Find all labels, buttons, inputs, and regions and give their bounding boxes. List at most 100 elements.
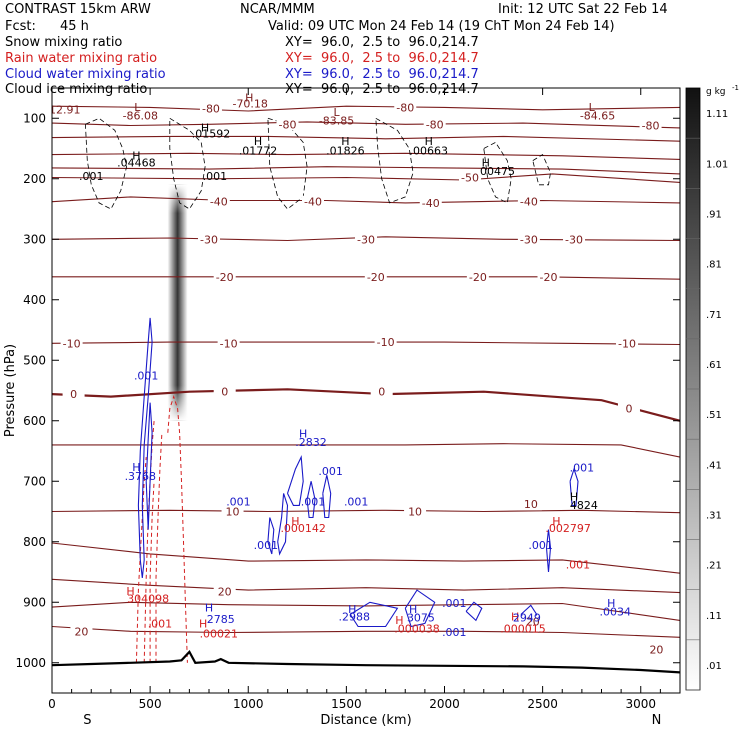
annotation-29: .001: [226, 495, 251, 508]
annotation-22: .001: [203, 170, 228, 183]
isotherm-label-bg-13: [563, 233, 586, 246]
annotation-39: .002797: [545, 522, 591, 535]
colorbar-tick-10: 1.01: [706, 159, 728, 170]
cloud-water-contour-0: [137, 317, 153, 579]
isotherm-label-7: -40: [304, 196, 322, 209]
isotherm-16: [52, 625, 680, 638]
field-name-cloud-ice: Cloud ice mixing ratio: [5, 82, 148, 97]
isotherm-label-bg-3: [423, 118, 446, 131]
isotherm-label-bg-25: [617, 402, 640, 415]
annotation-31: .001: [344, 495, 369, 508]
isotherm-label-bg-31: [521, 615, 544, 628]
colorbar-tick-9: .91: [706, 209, 722, 220]
annotation-25: .3768: [125, 470, 157, 483]
cloud-water-contour-4: [306, 481, 316, 519]
isotherm-2: [52, 135, 680, 142]
org-label: NCAR/MMM: [240, 2, 315, 17]
isotherm-11: [52, 443, 680, 458]
isotherm-label-2: -80: [396, 101, 414, 114]
annotation-1: -86.08: [123, 109, 158, 122]
annotation-32: .001: [254, 539, 279, 552]
isotherm-label-0: -80: [202, 103, 220, 116]
annotation-50: H: [348, 603, 356, 616]
field-xy-rain: XY= 96.0, 2.5 to 96.0,214.7: [285, 51, 479, 66]
isotherm-label-27: 10: [408, 506, 422, 519]
annotation-8: 12.91: [49, 103, 81, 116]
colorbar-tick-1: .11: [706, 611, 722, 622]
isotherm-label-bg-14: [213, 270, 236, 283]
annotation-49: .001: [442, 597, 467, 610]
isotherm-label-bg-18: [60, 337, 83, 350]
annotation-51: .2988: [338, 610, 370, 623]
annotation-19: H: [482, 157, 490, 170]
isotherm-label-17: -20: [540, 271, 558, 284]
y-tick-label-4: 500: [23, 353, 46, 367]
north-label: N: [652, 713, 662, 728]
south-label: S: [83, 713, 91, 728]
isotherm-label-bg-5: [459, 171, 482, 184]
isotherm-label-20: -10: [377, 336, 395, 349]
isotherm-label-bg-30: [70, 625, 93, 638]
colorbar-tick-6: .61: [706, 360, 722, 371]
isotherm-label-15: -20: [367, 271, 385, 284]
cloud-water-contour-8: [404, 589, 436, 628]
isotherm-label-8: -40: [422, 197, 440, 210]
isotherm-label-28: 10: [524, 498, 538, 511]
isotherm-label-bg-17: [537, 270, 560, 283]
isotherm-label-bg-6: [207, 195, 230, 208]
colorbar-tick-11: 1.11: [706, 109, 728, 120]
annotation-24: H: [132, 461, 140, 474]
annotation-60: H: [607, 597, 615, 610]
cloud-water-contour-6: [267, 517, 275, 555]
annotation-18: .00663: [410, 145, 449, 158]
isotherm-label-23: 0: [221, 386, 228, 399]
annotation-15: H: [341, 135, 349, 148]
cloud-water-contour-12: [545, 529, 552, 573]
model-title: CONTRAST 15km ARW: [5, 2, 151, 17]
isotherm-label-bg-2: [394, 101, 417, 114]
isotherm-4: [52, 166, 680, 175]
isotherm-15: [52, 601, 680, 621]
annotation-11: H: [132, 149, 140, 162]
colorbar-tick-3: .31: [706, 510, 722, 521]
isotherm-label-6: -40: [210, 196, 228, 209]
annotation-16: .01826: [326, 145, 365, 158]
y-tick-label-5: 600: [23, 414, 46, 428]
terrain-line: [52, 650, 680, 674]
annotation-17: H: [425, 135, 433, 148]
colorbar-tick-7: .71: [706, 310, 722, 321]
annotation-47: H: [199, 618, 207, 631]
x-tick-label-4: 2000: [429, 697, 460, 711]
field-xy-cloud-ice: XY= 96.0, 2.5 to 96.0,214.7: [285, 82, 479, 97]
isotherm-13: [52, 542, 680, 574]
isotherm-6: [52, 196, 680, 204]
isotherm-label-25: 0: [625, 403, 632, 416]
isotherm-label-29: 20: [218, 585, 232, 598]
annotation-10: .01592: [192, 128, 231, 141]
annotation-36: H: [570, 491, 578, 504]
cloud-water-contour-2: [277, 493, 289, 556]
isotherm-9: [52, 341, 680, 346]
cloud-water-contour-9: [465, 601, 483, 622]
annotation-33: H: [291, 515, 299, 528]
annotation-44: .001: [148, 618, 173, 631]
annotation-43: 304098: [127, 592, 169, 605]
annotation-26: H: [299, 428, 307, 441]
isotherm-label-24: 0: [378, 386, 385, 399]
annotation-3: -83.85: [319, 114, 354, 127]
isotherm-label-18: -10: [63, 337, 81, 350]
x-tick-label-6: 3000: [625, 697, 656, 711]
colorbar-tick-5: .51: [706, 410, 722, 421]
field-xy-cloud-water: XY= 96.0, 2.5 to 96.0,214.7: [285, 67, 479, 82]
cloud-water-contour-11: [569, 467, 579, 506]
isotherm-label-5: -50: [461, 172, 479, 185]
snow-contour-5: [532, 154, 551, 186]
annotation-61: .0034: [599, 606, 631, 619]
isotherm-label-bg-22: [62, 388, 85, 401]
annotation-54: 3075: [407, 612, 435, 625]
annotation-42: H: [126, 585, 134, 598]
y-tick-label-1: 200: [23, 172, 46, 186]
annotation-4: L: [589, 101, 596, 114]
colorbar-tick-2: .21: [706, 561, 722, 572]
annotation-0: L: [134, 101, 141, 114]
